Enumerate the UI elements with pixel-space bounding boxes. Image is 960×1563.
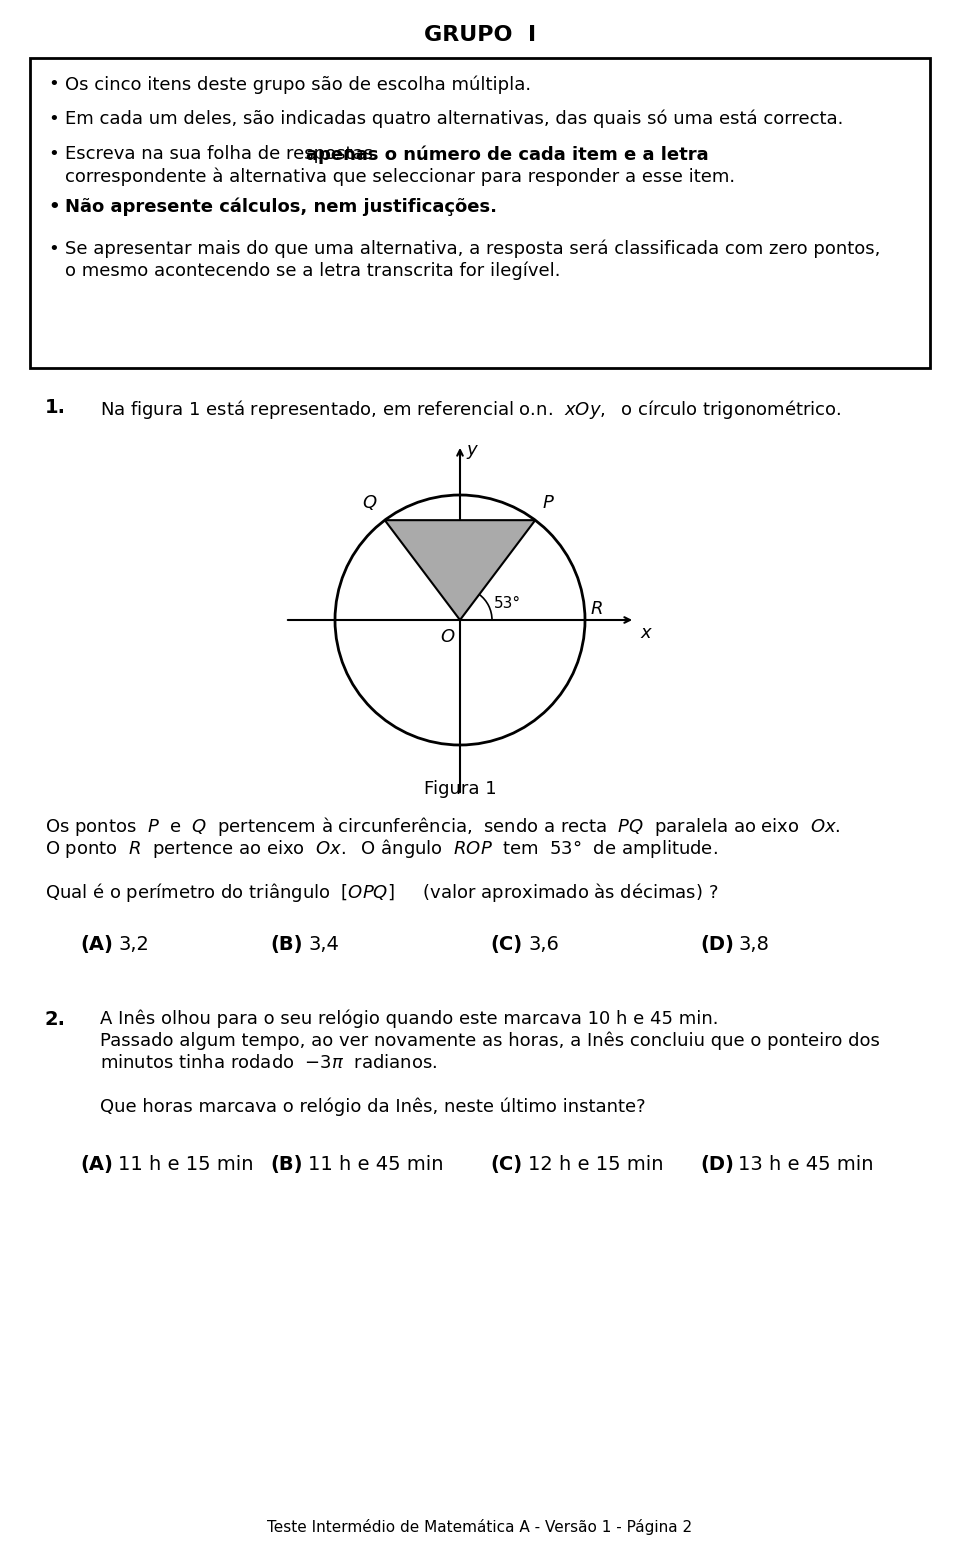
Text: •: •	[48, 109, 59, 128]
Text: Na figura 1 está representado, em referencial o.n.  $xOy,$  o círculo trigonomét: Na figura 1 está representado, em refere…	[100, 399, 842, 420]
Text: O ponto  $R$  pertence ao eixo  $Ox.$  O ângulo  $ROP$  tem  $53°$  de amplitude: O ponto $R$ pertence ao eixo $Ox.$ O âng…	[45, 838, 718, 860]
Text: 3,2: 3,2	[118, 935, 149, 953]
Text: Figura 1: Figura 1	[423, 780, 496, 799]
Text: (C): (C)	[490, 1155, 522, 1174]
Text: (D): (D)	[700, 1155, 733, 1174]
Text: (D): (D)	[700, 935, 733, 953]
Text: 3,8: 3,8	[738, 935, 769, 953]
Text: $O$: $O$	[440, 628, 455, 646]
Text: Passado algum tempo, ao ver novamente as horas, a Inês concluiu que o ponteiro d: Passado algum tempo, ao ver novamente as…	[100, 1032, 880, 1050]
Text: Teste Intermédio de Matemática A - Versão 1 - Página 2: Teste Intermédio de Matemática A - Versã…	[268, 1519, 692, 1535]
Text: Os cinco itens deste grupo são de escolha múltipla.: Os cinco itens deste grupo são de escolh…	[65, 75, 531, 94]
Text: o mesmo acontecendo se a letra transcrita for ilegível.: o mesmo acontecendo se a letra transcrit…	[65, 263, 561, 280]
Text: minutos tinha rodado  $-3\pi$  radianos.: minutos tinha rodado $-3\pi$ radianos.	[100, 1053, 437, 1072]
Text: A Inês olhou para o seu relógio quando este marcava 10 h e 45 min.: A Inês olhou para o seu relógio quando e…	[100, 1010, 718, 1028]
Text: (A): (A)	[80, 1155, 113, 1174]
Text: Não apresente cálculos, nem justificações.: Não apresente cálculos, nem justificaçõe…	[65, 199, 497, 217]
Text: (B): (B)	[270, 935, 302, 953]
Text: •: •	[48, 199, 60, 216]
Text: Em cada um deles, são indicadas quatro alternativas, das quais só uma está corre: Em cada um deles, são indicadas quatro a…	[65, 109, 844, 128]
Text: •: •	[48, 241, 59, 258]
Text: 11 h e 45 min: 11 h e 45 min	[308, 1155, 444, 1174]
Text: 3,6: 3,6	[528, 935, 559, 953]
Text: 1.: 1.	[45, 399, 66, 417]
Text: 3,4: 3,4	[308, 935, 339, 953]
Text: 53°: 53°	[494, 596, 521, 611]
Text: 13 h e 45 min: 13 h e 45 min	[738, 1155, 874, 1174]
Text: •: •	[48, 145, 59, 163]
Text: (C): (C)	[490, 935, 522, 953]
Text: (A): (A)	[80, 935, 113, 953]
FancyBboxPatch shape	[30, 58, 930, 367]
Text: $R$: $R$	[590, 600, 603, 617]
Text: (B): (B)	[270, 1155, 302, 1174]
Text: Que horas marcava o relógio da Inês, neste último instante?: Que horas marcava o relógio da Inês, nes…	[100, 1097, 646, 1116]
Text: Escreva na sua folha de respostas: Escreva na sua folha de respostas	[65, 145, 379, 163]
Text: $Q$: $Q$	[362, 494, 378, 513]
Text: 2.: 2.	[45, 1010, 66, 1028]
Polygon shape	[385, 520, 536, 621]
Text: Os pontos  $P$  e  $Q$  pertencem à circunferência,  sendo a recta  $PQ$  parale: Os pontos $P$ e $Q$ pertencem à circunfe…	[45, 814, 841, 838]
Text: Qual é o perímetro do triângulo  $[OPQ]$     (valor aproximado às décimas) ?: Qual é o perímetro do triângulo $[OPQ]$ …	[45, 882, 718, 903]
Text: •: •	[48, 75, 59, 94]
Text: $y$: $y$	[466, 442, 479, 461]
Text: 12 h e 15 min: 12 h e 15 min	[528, 1155, 663, 1174]
Text: 11 h e 15 min: 11 h e 15 min	[118, 1155, 253, 1174]
Text: $P$: $P$	[542, 494, 555, 513]
Text: $x$: $x$	[640, 624, 653, 642]
Text: apenas o número de cada item e a letra: apenas o número de cada item e a letra	[306, 145, 708, 164]
Text: GRUPO  I: GRUPO I	[424, 25, 536, 45]
Text: Se apresentar mais do que uma alternativa, a resposta será classificada com zero: Se apresentar mais do que uma alternativ…	[65, 241, 880, 258]
Text: correspondente à alternativa que seleccionar para responder a esse item.: correspondente à alternativa que selecci…	[65, 167, 735, 186]
